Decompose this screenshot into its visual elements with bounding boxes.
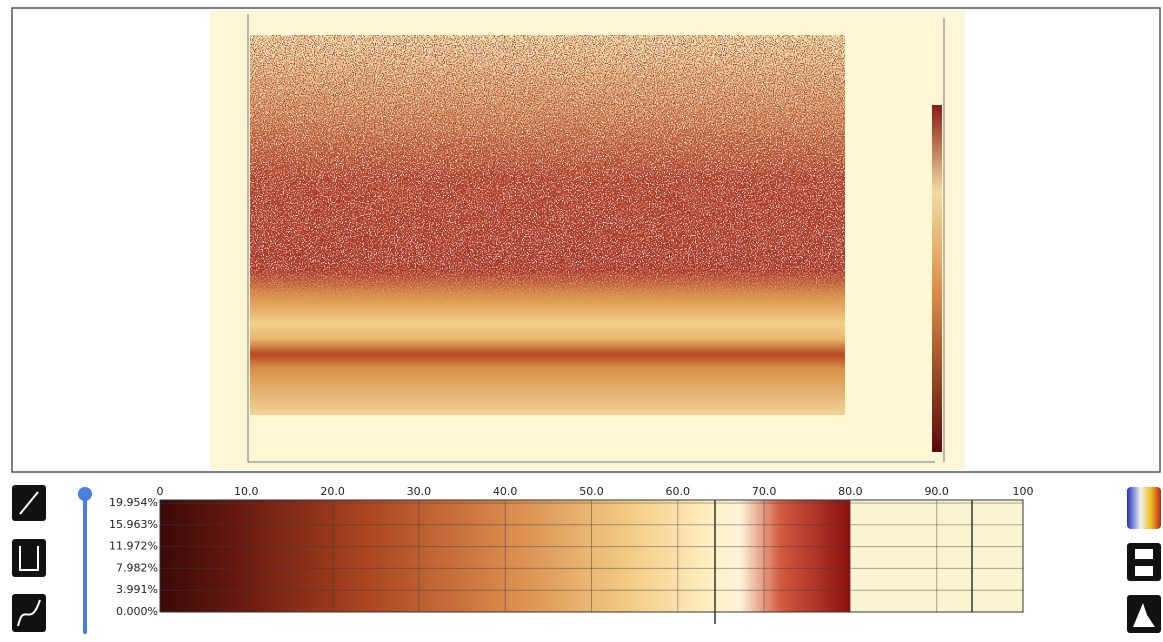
tool-histogram[interactable] xyxy=(1127,595,1161,633)
tool-save[interactable] xyxy=(1127,543,1161,581)
colormap-range xyxy=(160,500,850,612)
tool-curve[interactable] xyxy=(12,594,46,632)
x-tick-label: 40.0 xyxy=(493,485,518,498)
tool-colormap[interactable] xyxy=(1127,487,1161,529)
y-tick-label: 0.000% xyxy=(116,605,158,618)
tool-pen[interactable] xyxy=(12,485,46,521)
x-tick-label: 20.0 xyxy=(320,485,345,498)
x-tick-label: 100 xyxy=(1013,485,1034,498)
x-tick-label: 0 xyxy=(157,485,164,498)
y-tick-label: 15.963% xyxy=(109,518,158,531)
x-tick-label: 80.0 xyxy=(838,485,863,498)
histogram-frame xyxy=(159,499,1024,613)
x-tick-label: 30.0 xyxy=(407,485,432,498)
x-tick-label: 90.0 xyxy=(924,485,949,498)
tool-crop[interactable] xyxy=(12,539,46,577)
y-tick-label: 19.954% xyxy=(109,496,158,509)
histogram-background xyxy=(850,500,1023,612)
y-tick-label: 11.972% xyxy=(109,540,158,553)
y-tick-label: 7.982% xyxy=(116,561,158,574)
y-tick-label: 3.991% xyxy=(116,583,158,596)
slider-knob[interactable] xyxy=(78,487,92,501)
image-colorbar xyxy=(932,105,942,452)
x-tick-label: 70.0 xyxy=(752,485,777,498)
heatmap-noise xyxy=(250,35,845,415)
x-tick-label: 10.0 xyxy=(234,485,259,498)
x-tick-label: 60.0 xyxy=(666,485,691,498)
x-tick-label: 50.0 xyxy=(579,485,604,498)
